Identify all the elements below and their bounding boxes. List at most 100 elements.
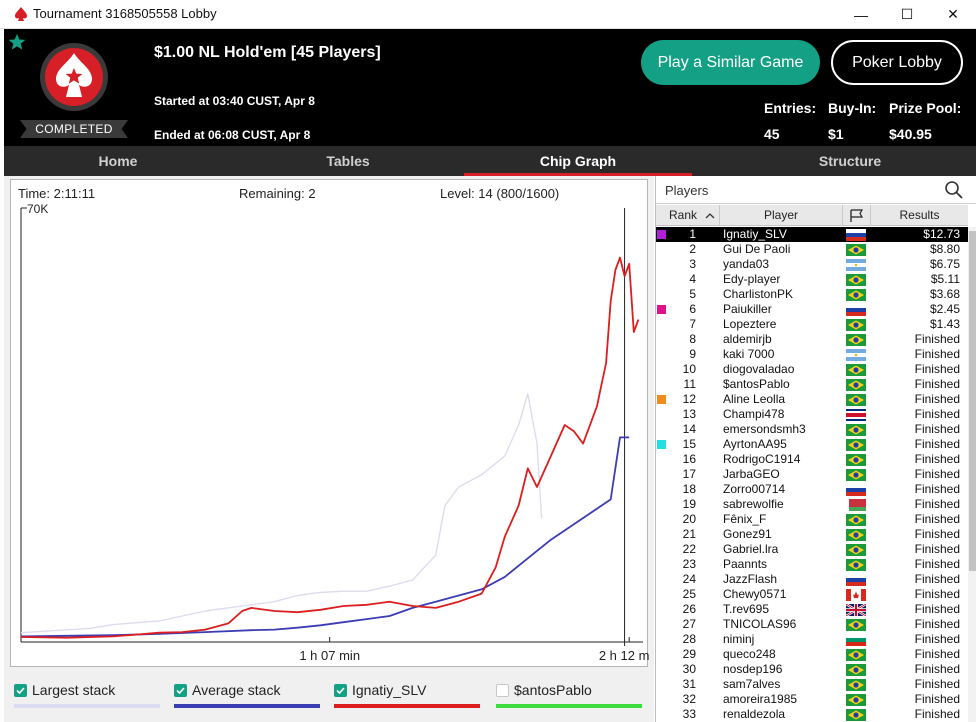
legend-checkbox[interactable] xyxy=(496,684,509,697)
player-row[interactable]: 7 Lopeztere $1.43 xyxy=(656,317,968,332)
legend-color-bar xyxy=(496,704,642,708)
legend-item-3[interactable]: Ignatiy_SLV xyxy=(334,682,484,712)
player-name: diogovaladao xyxy=(723,362,795,376)
maximize-button[interactable]: ☐ xyxy=(900,6,914,22)
pokerstars-logo-icon xyxy=(40,43,108,111)
brazil-flag-icon xyxy=(846,694,866,706)
player-rank: 29 xyxy=(682,647,696,661)
player-row[interactable]: 21 Gonez91 Finished xyxy=(656,527,968,542)
russia-flag-icon xyxy=(846,229,866,241)
player-result: $1.43 xyxy=(929,317,960,331)
player-row[interactable]: 33 renaldezola Finished xyxy=(656,707,968,722)
brazil-flag-icon xyxy=(846,544,866,556)
player-rank: 31 xyxy=(682,677,696,691)
player-row[interactable]: 11 $antosPablo Finished xyxy=(656,377,968,392)
players-table-header: Rank Player Results xyxy=(656,205,968,226)
graph-color-marker xyxy=(657,395,666,404)
player-name: aldemirjb xyxy=(723,332,772,346)
player-row[interactable]: 30 nosdep196 Finished xyxy=(656,662,968,677)
brazil-flag-icon xyxy=(846,394,866,406)
player-result: Finished xyxy=(914,482,960,496)
status-badge: COMPLETED xyxy=(20,120,128,138)
belarus-flag-icon xyxy=(846,499,866,511)
player-name: queco248 xyxy=(723,647,776,661)
player-row[interactable]: 2 Gui De Paoli $8.80 xyxy=(656,242,968,257)
player-name: renaldezola xyxy=(723,707,786,721)
player-result: Finished xyxy=(914,677,960,691)
legend-item-2[interactable]: Average stack xyxy=(174,682,324,712)
player-row[interactable]: 14 emersondsmh3 Finished xyxy=(656,422,968,437)
player-name: nosdep196 xyxy=(723,662,783,676)
player-row[interactable]: 16 RodrigoC1914 Finished xyxy=(656,452,968,467)
player-result: $8.80 xyxy=(929,242,960,256)
player-result: Finished xyxy=(914,377,960,391)
player-row[interactable]: 18 Zorro00714 Finished xyxy=(656,482,968,497)
player-row[interactable]: 17 JarbaGEO Finished xyxy=(656,467,968,482)
player-column-header[interactable]: Player xyxy=(720,205,843,226)
player-row[interactable]: 15 AyrtonAA95 Finished xyxy=(656,437,968,452)
scrollbar-thumb[interactable] xyxy=(969,231,976,571)
player-row[interactable]: 1 Ignatiy_SLV $12.73 xyxy=(656,227,968,242)
tab-chip-graph[interactable]: Chip Graph xyxy=(464,146,692,176)
player-row[interactable]: 5 CharlistonPK $3.68 xyxy=(656,287,968,302)
player-row[interactable]: 22 Gabriel.lra Finished xyxy=(656,542,968,557)
player-result: Finished xyxy=(914,527,960,541)
player-row[interactable]: 12 Aline Leolla Finished xyxy=(656,392,968,407)
legend-checkbox[interactable] xyxy=(334,684,347,697)
player-rank: 19 xyxy=(682,497,696,511)
y-tick-label: 70K xyxy=(27,202,48,216)
player-result: Finished xyxy=(914,362,960,376)
player-row[interactable]: 25 Chewy0571 Finished xyxy=(656,587,968,602)
legend-checkbox[interactable] xyxy=(174,684,187,697)
player-row[interactable]: 8 aldemirjb Finished xyxy=(656,332,968,347)
search-icon[interactable] xyxy=(944,180,964,200)
minimize-button[interactable]: — xyxy=(854,6,868,23)
players-list: 1 Ignatiy_SLV $12.73 2 Gui De Paoli $8.80 3 yan… xyxy=(656,227,968,722)
legend-item-4[interactable]: $antosPablo xyxy=(496,682,646,712)
player-row[interactable]: 26 T.rev695 Finished xyxy=(656,602,968,618)
player-row[interactable]: 19 sabrewolfie Finished xyxy=(656,497,968,512)
rank-column-header[interactable]: Rank xyxy=(656,205,720,226)
chip-graph-plot[interactable]: 70K 1 h 07 min 2 h 12 min xyxy=(11,180,649,668)
player-result: Finished xyxy=(914,647,960,661)
player-row[interactable]: 20 Fênix_F Finished xyxy=(656,512,968,527)
tab-structure[interactable]: Structure xyxy=(818,153,882,169)
poker-lobby-button[interactable]: Poker Lobby xyxy=(831,40,963,85)
tab-home[interactable]: Home xyxy=(98,153,138,169)
legend-label: Ignatiy_SLV xyxy=(352,682,427,698)
player-row[interactable]: 13 Champi478 Finished xyxy=(656,407,968,422)
player-row[interactable]: 27 TNICOLAS96 Finished xyxy=(656,617,968,632)
brazil-flag-icon xyxy=(846,319,866,331)
legend-item-1[interactable]: Largest stack xyxy=(14,682,164,712)
legend-color-bar xyxy=(174,704,320,708)
series-line-3 xyxy=(20,256,640,639)
tournament-header: COMPLETED $1.00 NL Hold'em [45 Players] … xyxy=(4,29,976,146)
close-button[interactable]: ✕ xyxy=(947,6,959,22)
play-similar-game-button[interactable]: Play a Similar Game xyxy=(641,40,820,85)
player-row[interactable]: 9 kaki 7000 Finished xyxy=(656,347,968,362)
favorite-star-icon[interactable] xyxy=(8,33,26,51)
player-row[interactable]: 31 sam7alves Finished xyxy=(656,677,968,692)
player-row[interactable]: 3 yanda03 $6.75 xyxy=(656,257,968,272)
player-result: Finished xyxy=(914,347,960,361)
player-row[interactable]: 28 niminj Finished xyxy=(656,632,968,647)
legend-label: Average stack xyxy=(192,682,281,698)
player-row[interactable]: 10 diogovaladao Finished xyxy=(656,362,968,377)
argentina-flag-icon xyxy=(846,259,866,271)
results-column-header[interactable]: Results xyxy=(899,208,940,222)
player-row[interactable]: 24 JazzFlash Finished xyxy=(656,572,968,587)
player-row[interactable]: 23 Paannts Finished xyxy=(656,557,968,572)
legend-checkbox[interactable] xyxy=(14,684,27,697)
tab-tables[interactable]: Tables xyxy=(326,153,370,169)
player-name: Champi478 xyxy=(723,407,785,421)
flag-column-header[interactable] xyxy=(843,205,871,226)
x-tick-label: 1 h 07 min xyxy=(299,648,360,663)
player-row[interactable]: 29 queco248 Finished xyxy=(656,647,968,662)
brazil-flag-icon xyxy=(846,454,866,466)
player-row[interactable]: 4 Edy-player $5.11 xyxy=(656,272,968,287)
player-row[interactable]: 32 amoreira1985 Finished xyxy=(656,692,968,707)
blind-level: Level: 14 (800/1600) xyxy=(440,186,560,201)
players-scrollbar[interactable] xyxy=(968,227,976,722)
buyin-value: $1 xyxy=(828,126,844,142)
player-row[interactable]: 6 Paiukiller $2.45 xyxy=(656,302,968,317)
